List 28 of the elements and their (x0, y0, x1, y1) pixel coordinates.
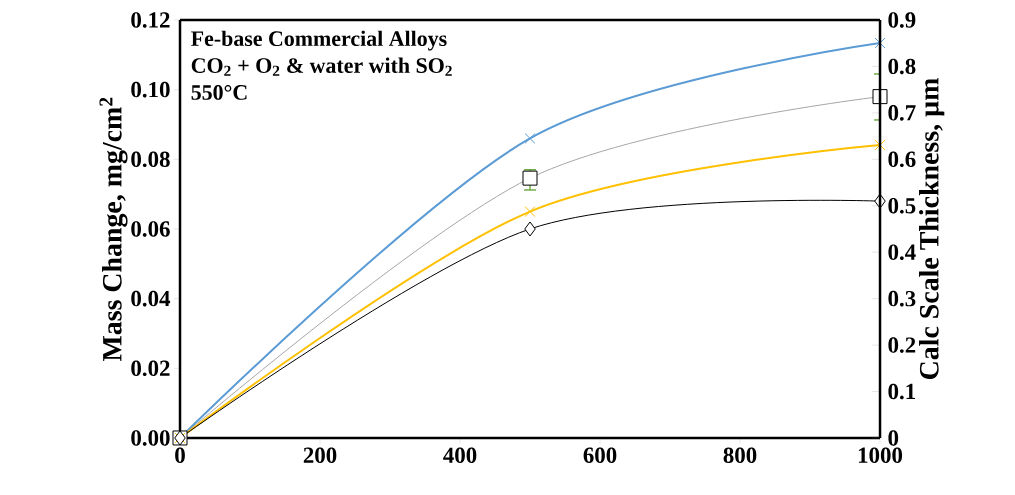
y2-axis-title: Calc Scale Thickness, µm (919, 78, 945, 380)
y2-tick-label: 0.6 (888, 151, 916, 168)
x-tick-label: 0 (175, 447, 185, 463)
y2-tick-label: 0.3 (888, 290, 916, 307)
y-tick-label: 0.10 (131, 81, 170, 98)
x-tick-label: 800 (723, 447, 757, 463)
y-axis-title: Mass Change, mg/cm$^{2}$ (99, 97, 128, 362)
y2-tick-label: 0 (888, 430, 899, 446)
y2-tick-label: 0.7 (888, 105, 916, 121)
x-tick-label: 1000 (858, 447, 903, 463)
y2-tick-label: 0.1 (888, 383, 916, 400)
x-tick-label: 400 (443, 447, 477, 463)
annotation: 550°C (191, 85, 247, 100)
y-tick-label: 0.04 (131, 290, 171, 307)
y2-tick-label: 0.8 (888, 58, 916, 75)
y-tick-label: 0.06 (131, 221, 170, 237)
y-tick-label: 0.12 (131, 12, 170, 28)
y-tick-label: 0.00 (131, 430, 170, 446)
y2-tick-label: 0.4 (888, 244, 916, 260)
y-tick-label: 0.08 (131, 151, 170, 168)
y-tick-label: 0.02 (131, 360, 170, 377)
x-tick-label: 600 (583, 447, 617, 463)
text: CO$_{2}$ + O$_{2}$ & water with SO$_{2}$ (191, 57, 452, 76)
x-tick-label: 200 (303, 447, 337, 463)
y2-tick-label: 0.5 (888, 197, 916, 214)
y2-tick-label: 0.2 (888, 337, 916, 353)
annotation: Fe-base Commercial Alloys (191, 30, 447, 51)
y2-tick-label: 0.9 (888, 12, 916, 28)
